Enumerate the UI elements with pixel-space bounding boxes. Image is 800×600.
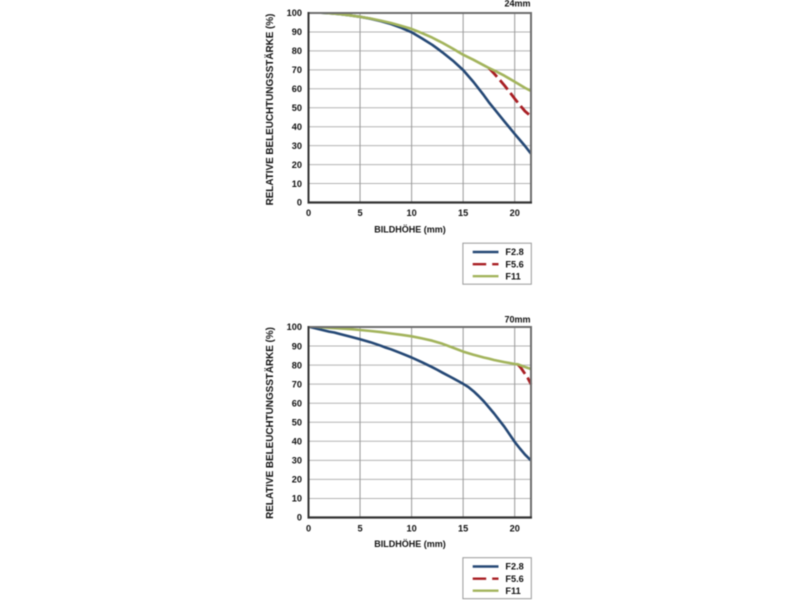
svg-text:0: 0 xyxy=(306,524,311,534)
svg-text:40: 40 xyxy=(292,437,302,447)
svg-text:40: 40 xyxy=(292,122,302,132)
svg-text:F5.6: F5.6 xyxy=(505,259,523,269)
svg-text:15: 15 xyxy=(458,524,468,534)
svg-text:F11: F11 xyxy=(505,271,520,281)
svg-text:BILDHÖHE (mm): BILDHÖHE (mm) xyxy=(374,539,446,549)
svg-text:24mm: 24mm xyxy=(504,0,530,9)
svg-text:30: 30 xyxy=(292,456,302,466)
svg-text:F5.6: F5.6 xyxy=(505,574,523,584)
svg-text:70: 70 xyxy=(292,379,302,389)
svg-text:0: 0 xyxy=(306,208,311,218)
svg-text:60: 60 xyxy=(292,84,302,94)
svg-text:BILDHÖHE (mm): BILDHÖHE (mm) xyxy=(374,224,446,234)
svg-text:20: 20 xyxy=(510,524,520,534)
svg-text:20: 20 xyxy=(292,160,302,170)
svg-text:F2.8: F2.8 xyxy=(505,562,523,572)
svg-text:50: 50 xyxy=(292,417,302,427)
svg-text:60: 60 xyxy=(292,398,302,408)
svg-text:30: 30 xyxy=(292,141,302,151)
svg-text:5: 5 xyxy=(357,524,362,534)
svg-text:10: 10 xyxy=(292,494,302,504)
svg-text:RELATIVE BELEUCHTUNGSSTÄRKE (%: RELATIVE BELEUCHTUNGSSTÄRKE (%) xyxy=(265,14,276,206)
svg-text:F11: F11 xyxy=(505,586,520,596)
svg-text:80: 80 xyxy=(292,360,302,370)
svg-text:10: 10 xyxy=(406,208,416,218)
svg-text:80: 80 xyxy=(292,46,302,56)
svg-text:F2.8: F2.8 xyxy=(505,247,523,257)
svg-text:20: 20 xyxy=(510,208,520,218)
svg-text:10: 10 xyxy=(292,179,302,189)
svg-text:90: 90 xyxy=(292,341,302,351)
svg-text:50: 50 xyxy=(292,103,302,113)
svg-text:90: 90 xyxy=(292,27,302,37)
svg-text:20: 20 xyxy=(292,475,302,485)
svg-text:15: 15 xyxy=(458,208,468,218)
svg-text:70mm: 70mm xyxy=(504,315,530,325)
svg-text:5: 5 xyxy=(357,208,362,218)
svg-text:100: 100 xyxy=(287,8,302,18)
svg-text:10: 10 xyxy=(406,524,416,534)
svg-text:70: 70 xyxy=(292,65,302,75)
svg-text:0: 0 xyxy=(297,513,302,523)
svg-text:0: 0 xyxy=(297,198,302,208)
svg-text:RELATIVE BELEUCHTUNGSSTÄRKE (%: RELATIVE BELEUCHTUNGSSTÄRKE (%) xyxy=(265,327,276,519)
svg-text:100: 100 xyxy=(287,322,302,332)
